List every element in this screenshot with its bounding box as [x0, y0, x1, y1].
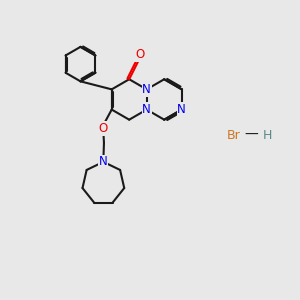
- Text: N: N: [142, 103, 151, 116]
- Text: —: —: [245, 128, 259, 142]
- Text: N: N: [142, 83, 151, 96]
- Text: H: H: [263, 129, 272, 142]
- Text: O: O: [98, 122, 107, 135]
- Text: N: N: [177, 103, 186, 116]
- Text: N: N: [99, 155, 108, 168]
- Text: Br: Br: [226, 129, 240, 142]
- Text: O: O: [135, 48, 144, 62]
